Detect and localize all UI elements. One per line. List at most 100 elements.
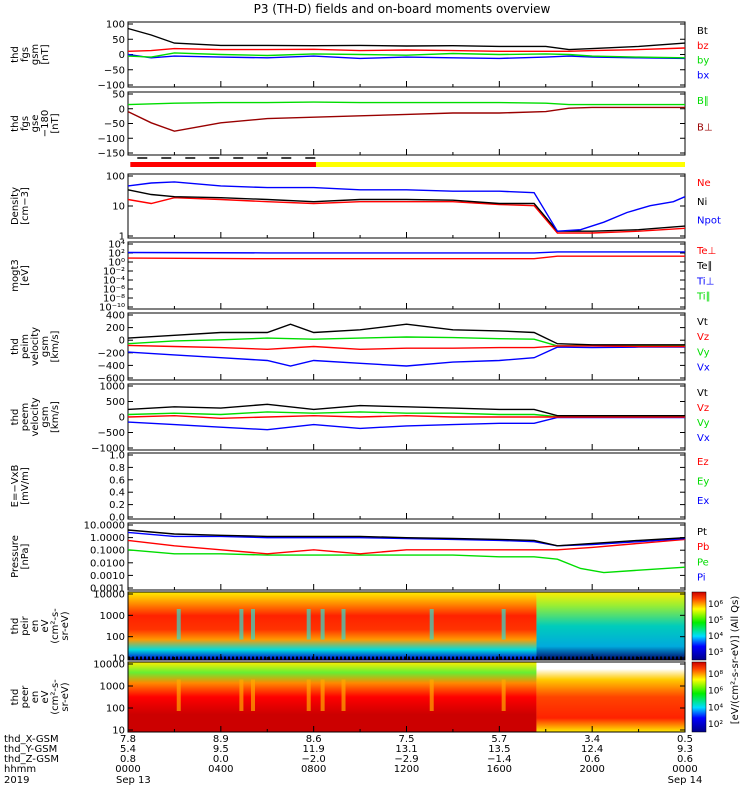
footer-value: 11.9 bbox=[303, 744, 325, 755]
legend-entry: by bbox=[697, 56, 709, 67]
y-tick-label: 400 bbox=[106, 311, 125, 322]
colorbar-tick-label: 10⁸ bbox=[708, 670, 723, 680]
y-tick-label: 0.0010 bbox=[90, 571, 125, 582]
colorbar bbox=[691, 661, 707, 733]
y-axis-label: Pressure bbox=[10, 535, 21, 578]
y-axis-label: [nT] bbox=[40, 44, 51, 64]
y-tick-label: −400 bbox=[98, 361, 125, 372]
y-tick-label: 1.0 bbox=[109, 451, 125, 462]
spectrogram-night bbox=[536, 662, 685, 732]
footer-value: 5.7 bbox=[491, 734, 507, 745]
y-tick-label: 10² bbox=[108, 249, 125, 260]
footer-value: 13.5 bbox=[488, 744, 510, 755]
legend-entry: Pi bbox=[697, 573, 706, 584]
footer-value: 7.8 bbox=[120, 734, 136, 745]
panel-frame bbox=[127, 173, 686, 239]
y-axis-label: [cm−3] bbox=[20, 187, 31, 225]
y-tick-label: 0.0 bbox=[109, 513, 125, 524]
y-axis-label: [nT] bbox=[50, 113, 61, 133]
y-tick-label: −100 bbox=[98, 134, 125, 145]
spectrogram-streak bbox=[176, 609, 181, 640]
y-axis-label: peim bbox=[20, 334, 31, 359]
footer-value: 0800 bbox=[301, 764, 326, 775]
series-line-green bbox=[127, 101, 685, 106]
y-tick-label: 10 bbox=[112, 654, 125, 665]
y-axis-label: eV bbox=[40, 619, 51, 632]
footer-value: 8.9 bbox=[213, 734, 229, 745]
footer-value: 1600 bbox=[487, 764, 512, 775]
y-tick-label: −600 bbox=[98, 374, 125, 385]
y-tick-label: 0.1000 bbox=[90, 546, 125, 557]
footer-value: 0.8 bbox=[120, 754, 136, 765]
legend-entry: Vy bbox=[697, 418, 710, 429]
panel-peem-velocity: 1000 500 0 −500 −1000 thd peem velocity gsm [km/s… bbox=[10, 382, 710, 455]
footer-value: 0.0 bbox=[213, 754, 229, 765]
legend-entry: Ex bbox=[697, 496, 709, 507]
legend-entry: B∥ bbox=[697, 96, 709, 107]
footer-value: Sep 13 bbox=[116, 775, 151, 786]
y-tick-label: 10.0000 bbox=[84, 521, 125, 532]
footer-value: −2.9 bbox=[394, 754, 418, 765]
spectrogram-streak bbox=[176, 679, 181, 711]
y-tick-label: 0 bbox=[119, 104, 125, 115]
footer-value: 0000 bbox=[672, 764, 697, 775]
y-axis-label: [mV/m] bbox=[20, 467, 31, 505]
y-tick-label: −1000 bbox=[91, 444, 125, 455]
panel-frame bbox=[127, 452, 686, 520]
y-tick-label: −100 bbox=[98, 81, 125, 92]
y-tick-label: 50 bbox=[112, 35, 125, 46]
colorbar-tick-label: 10⁴ bbox=[708, 703, 723, 713]
series-line-Npot bbox=[127, 181, 686, 232]
spectrogram-day bbox=[128, 592, 537, 660]
spectrogram-day bbox=[128, 662, 537, 732]
footer-value: 0000 bbox=[115, 764, 140, 775]
y-axis-label: [km/s] bbox=[50, 401, 61, 433]
y-tick-label: 500 bbox=[106, 397, 125, 408]
y-axis-label: −180 bbox=[40, 110, 51, 137]
spectrogram-streak bbox=[320, 679, 325, 711]
legend-entry: B⊥ bbox=[697, 122, 713, 133]
panel-efield: 1.00.80.6 0.40.2 0.0 E=−VxB [mV/m] Ez Ey Ex bbox=[10, 451, 709, 524]
footer-value: −2.0 bbox=[302, 754, 326, 765]
panel-peer: 10⁸ 10⁶ 10⁴ 10² 10000 1000 100 10 thd peer en eV (cm… bbox=[10, 660, 723, 737]
y-axis-label: [eV] bbox=[20, 265, 31, 286]
footer-value: 2000 bbox=[579, 764, 604, 775]
legend-entry: Vx bbox=[697, 363, 710, 374]
y-tick-label: 10⁻⁶ bbox=[103, 285, 125, 296]
y-axis-label: peir bbox=[20, 615, 31, 635]
y-tick-label: 10000 bbox=[93, 590, 125, 601]
y-tick-label: 100 bbox=[106, 172, 125, 183]
footer-value: Sep 14 bbox=[668, 775, 703, 786]
y-tick-label: 1 bbox=[119, 232, 125, 243]
y-axis-label: Density bbox=[10, 187, 21, 225]
spectrogram-streak bbox=[239, 679, 244, 711]
legend-entry: Te⊥ bbox=[696, 246, 716, 257]
legend-entry: Pt bbox=[697, 527, 707, 538]
y-tick-label: 0 bbox=[119, 413, 125, 424]
legend-entry: Te∥ bbox=[696, 261, 713, 272]
y-tick-label: −500 bbox=[98, 428, 125, 439]
footer-row-label: 2019 bbox=[4, 775, 29, 786]
panel-peir: 10⁶ 10⁵ 10⁴ 10³ 10000 1000 100 10 thd peir en eV (cm… bbox=[10, 590, 723, 665]
y-axis-label: peer bbox=[20, 685, 31, 709]
y-axis-label: velocity bbox=[30, 397, 41, 436]
legend-entry: Npot bbox=[697, 216, 721, 227]
legend-entry: Vx bbox=[697, 433, 710, 444]
footer-value: 8.6 bbox=[306, 734, 322, 745]
footer-value: 13.1 bbox=[395, 744, 417, 755]
footer-value: 7.5 bbox=[399, 734, 415, 745]
y-axis-label: gsm bbox=[30, 44, 41, 65]
y-axis-label: [km/s] bbox=[50, 330, 61, 362]
series-line-Pb bbox=[127, 538, 686, 555]
legend-entry: bz bbox=[697, 41, 709, 52]
footer-ephemeris: thd_X-GSMthd_Y-GSMthd_Z-GSMhhmm20197.85.… bbox=[4, 734, 702, 786]
y-tick-label: −150 bbox=[98, 149, 125, 160]
spectrogram-streak bbox=[306, 679, 311, 711]
y-tick-label: 0.6 bbox=[109, 475, 125, 486]
legend-entry: Ti⊥ bbox=[696, 276, 714, 287]
series-line-Ne bbox=[127, 196, 686, 234]
series-line-Ni bbox=[127, 189, 686, 232]
y-tick-label: 10⁰ bbox=[108, 258, 125, 269]
colorbar bbox=[691, 591, 707, 661]
